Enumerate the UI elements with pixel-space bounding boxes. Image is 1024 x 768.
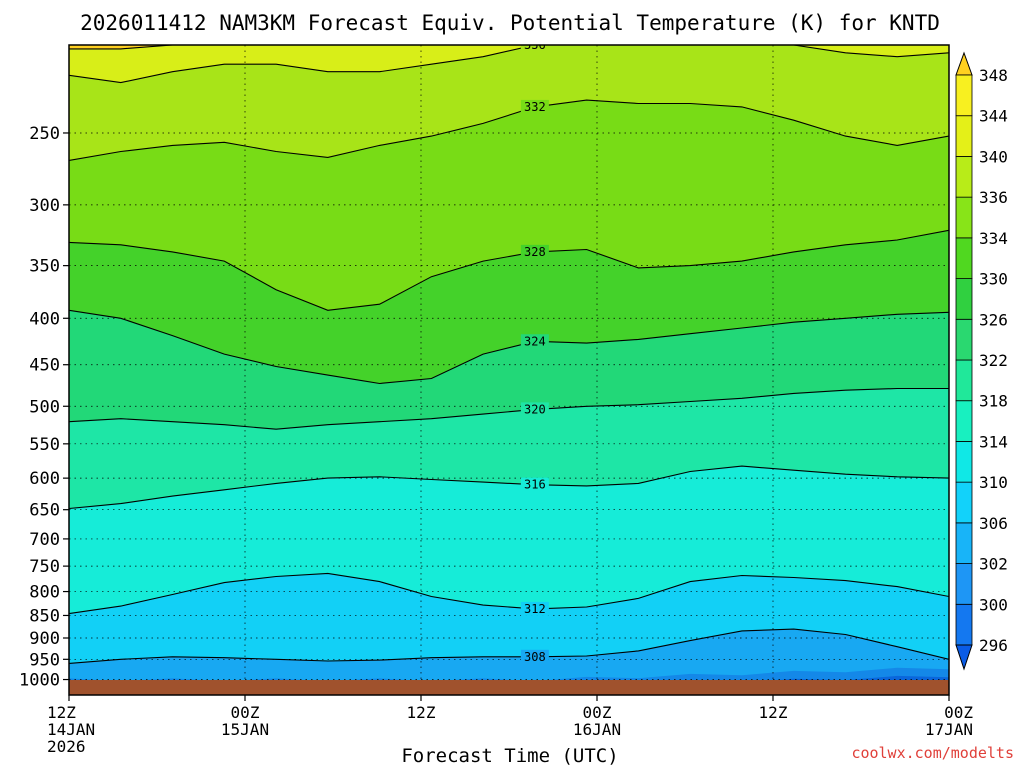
contour-label-328: 328 [524, 245, 546, 259]
y-tick-label-450: 450 [29, 356, 60, 376]
contour-label-bg-324 [520, 334, 549, 349]
y-tick-label-750: 750 [29, 557, 60, 577]
colorbar-label-336: 336 [979, 188, 1008, 207]
colorbar-segment-11 [955, 196, 973, 239]
colorbar-segment-1 [955, 603, 973, 646]
colorbar-segment-9 [955, 278, 973, 320]
credit-text: coolwx.com/modelts [851, 744, 1014, 762]
colorbar-segment-4 [955, 481, 973, 524]
y-tick-label-550: 550 [29, 435, 60, 455]
colorbar-segment-6 [955, 400, 973, 442]
x-tick-label-5-1: 17JAN [925, 720, 973, 739]
contour-line-312 [69, 572, 949, 615]
contour-label-bg-320 [520, 402, 549, 417]
contour-label-336: 336 [524, 38, 546, 52]
colorbar-label-310: 310 [979, 473, 1008, 492]
surface-band [69, 680, 949, 695]
colorbar-bottom-arrow [955, 644, 973, 671]
colorbar-label-296: 296 [979, 636, 1008, 655]
x-tick-label-5-0: 00Z [944, 703, 973, 722]
chart-title: 2026011412 NAM3KM Forecast Equiv. Potent… [80, 11, 940, 35]
colorbar-segment-5 [955, 441, 973, 483]
colorbar-label-330: 330 [979, 270, 1008, 289]
contour-line-316 [69, 465, 949, 510]
colorbar-top-arrow [955, 51, 973, 76]
x-tick-label-1-0: 00Z [231, 703, 260, 722]
colorbar: 296 300 302 306 310 314 318 322 326 330 334 336 340 3… [955, 51, 1008, 671]
y-tick-label-700: 700 [29, 530, 60, 550]
colorbar-segment-10 [955, 237, 973, 279]
colorbar-segment-12 [955, 156, 973, 198]
x-tick-label-3-0: 00Z [583, 703, 612, 722]
colorbar-segment-13 [955, 115, 973, 157]
y-tick-label-600: 600 [29, 469, 60, 489]
plot-frame [68, 44, 950, 696]
colorbar-label-348: 348 [979, 66, 1008, 85]
y-tick-label-800: 800 [29, 583, 60, 603]
contour-label-bg-332 [520, 99, 549, 114]
contour-line-308 [69, 628, 949, 664]
contour-label-316: 316 [524, 478, 546, 492]
y-tick-label-400: 400 [29, 309, 60, 329]
x-tick-label-0-0: 12Z [47, 703, 76, 722]
colorbar-label-326: 326 [979, 310, 1008, 329]
colorbar-label-306: 306 [979, 514, 1008, 533]
colorbar-label-300: 300 [979, 595, 1008, 614]
contour-line-324 [69, 309, 949, 385]
colorbar-label-322: 322 [979, 351, 1008, 370]
y-tick-label-950: 950 [29, 650, 60, 670]
x-tick-label-4-0: 12Z [759, 703, 788, 722]
x-axis-title: Forecast Time (UTC) [401, 745, 618, 767]
colorbar-label-344: 344 [979, 107, 1008, 126]
contour-fill-layer [69, 45, 949, 695]
y-tick-label-650: 650 [29, 501, 60, 521]
grid-layer [69, 45, 949, 695]
x-tick-label-0-1: 14JAN [47, 720, 95, 739]
contour-label-bg-316 [520, 477, 549, 492]
colorbar-label-318: 318 [979, 392, 1008, 411]
contour-label-308: 308 [524, 650, 546, 664]
contour-line-332 [69, 99, 949, 161]
colorbar-segment-8 [955, 318, 973, 361]
colorbar-label-302: 302 [979, 555, 1008, 574]
x-tick-label-2-0: 12Z [407, 703, 436, 722]
x-tick-label-1-1: 15JAN [221, 720, 269, 739]
y-tick-label-1000: 1000 [19, 671, 60, 691]
contour-label-bg-312 [520, 601, 549, 616]
y-tick-label-900: 900 [29, 629, 60, 649]
contour-label-324: 324 [524, 334, 546, 348]
y-tick-label-250: 250 [29, 124, 60, 144]
contour-label-312: 312 [524, 602, 546, 616]
x-tick-label-3-1: 16JAN [573, 720, 621, 739]
y-tick-label-850: 850 [29, 606, 60, 626]
colorbar-label-314: 314 [979, 432, 1008, 451]
x-tick-label-0-2: 2026 [47, 737, 86, 756]
contour-label-bg-308 [520, 649, 549, 664]
contour-line-320 [69, 387, 949, 430]
colorbar-segment-2 [955, 563, 973, 605]
y-tick-label-500: 500 [29, 397, 60, 417]
y-axis: 250 300 350 400 450 500 550 600 650 700 750 800 850 9… [19, 124, 69, 691]
colorbar-segment-14 [955, 74, 973, 117]
contour-label-332: 332 [524, 100, 546, 114]
contour-label-bg-328 [520, 244, 549, 259]
y-tick-label-300: 300 [29, 196, 60, 216]
contour-label-bg-336 [520, 45, 549, 52]
colorbar-segment-3 [955, 522, 973, 564]
colorbar-label-340: 340 [979, 147, 1008, 166]
contour-line-328 [69, 229, 949, 311]
contour-line-336 [69, 45, 949, 84]
colorbar-label-334: 334 [979, 229, 1008, 248]
colorbar-segment-7 [955, 359, 973, 402]
y-tick-label-350: 350 [29, 257, 60, 277]
contour-label-320: 320 [524, 402, 546, 416]
